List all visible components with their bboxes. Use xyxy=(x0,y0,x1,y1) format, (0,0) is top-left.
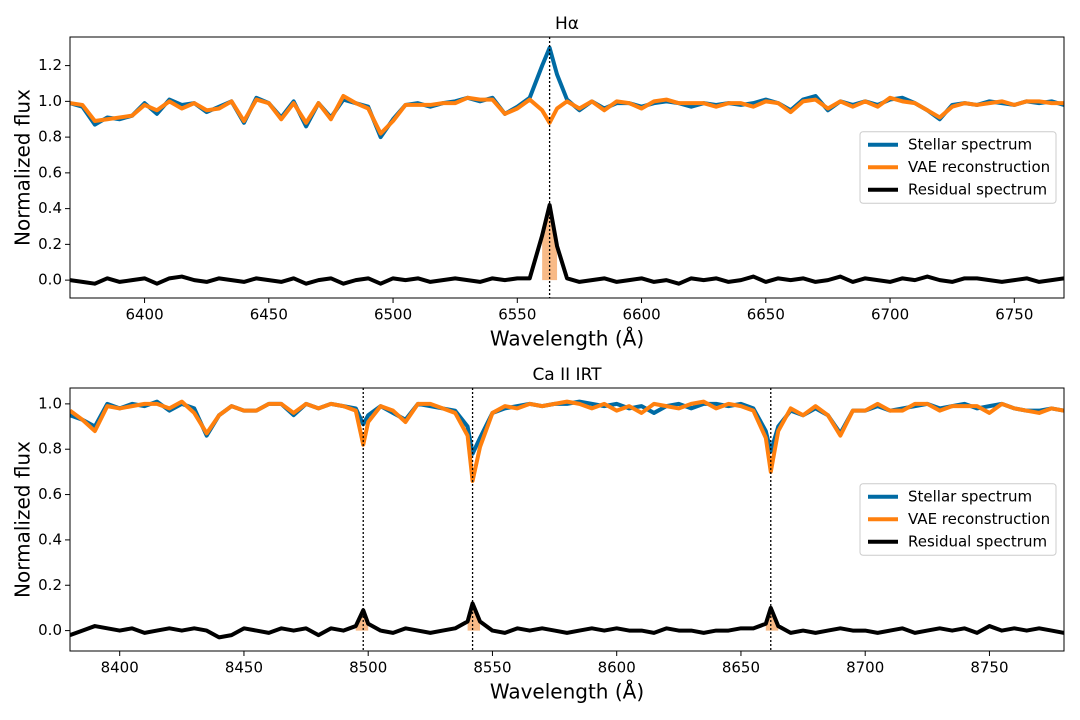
y-axis-label: Normalized flux xyxy=(11,89,35,246)
y-tick-label: 1.0 xyxy=(38,394,62,412)
legend-label: VAE reconstruction xyxy=(908,510,1050,528)
legend-box xyxy=(859,131,1057,204)
legend-label: Stellar spectrum xyxy=(908,135,1032,153)
y-tick-label: 1.2 xyxy=(38,56,62,74)
x-axis-label: Wavelength (Å) xyxy=(490,327,644,351)
series-line xyxy=(70,399,1064,483)
x-tick-label: 8750 xyxy=(970,659,1008,677)
x-tick-label: 6550 xyxy=(498,306,536,324)
x-tick-label: 6500 xyxy=(374,306,412,324)
x-tick-label: 8450 xyxy=(225,659,263,677)
series-line xyxy=(70,45,1064,140)
y-tick-label: 0.6 xyxy=(38,485,62,503)
y-tick-label: 1.0 xyxy=(38,92,62,110)
y-tick-label: 0.6 xyxy=(38,163,62,181)
legend-label: Residual spectrum xyxy=(908,180,1047,198)
plot-area xyxy=(70,388,1064,651)
legend-box xyxy=(859,483,1057,556)
x-tick-label: 6650 xyxy=(747,306,785,324)
x-tick-label: 8500 xyxy=(349,659,387,677)
legend-label: Residual spectrum xyxy=(908,532,1047,550)
series-line xyxy=(70,399,1064,456)
y-tick-label: 0.8 xyxy=(38,440,62,458)
y-tick-label: 0.8 xyxy=(38,128,62,146)
y-tick-label: 0.2 xyxy=(38,235,62,253)
x-tick-label: 6750 xyxy=(995,306,1033,324)
legend-label: VAE reconstruction xyxy=(908,158,1050,176)
x-tick-label: 8400 xyxy=(101,659,139,677)
chart-title: Ca II IRT xyxy=(532,365,602,385)
y-tick-label: 0.4 xyxy=(38,530,62,548)
series-line xyxy=(70,601,1064,640)
x-tick-label: 6450 xyxy=(250,306,288,324)
chart-title: Hα xyxy=(555,14,579,34)
x-tick-label: 6700 xyxy=(871,306,909,324)
x-axis-label: Wavelength (Å) xyxy=(490,680,644,704)
axes-frame xyxy=(69,387,1065,652)
residual-fill xyxy=(467,603,481,631)
plot-area xyxy=(70,37,1064,298)
x-tick-label: 8650 xyxy=(722,659,760,677)
x-tick-label: 8550 xyxy=(473,659,511,677)
x-tick-label: 8600 xyxy=(598,659,636,677)
y-tick-label: 0.0 xyxy=(38,271,62,289)
x-tick-label: 6400 xyxy=(125,306,163,324)
y-tick-label: 0.0 xyxy=(38,621,62,639)
y-tick-label: 0.2 xyxy=(38,576,62,594)
residual-fill xyxy=(765,607,779,631)
series-line xyxy=(70,203,1064,286)
axes-frame xyxy=(69,36,1065,299)
x-tick-label: 8700 xyxy=(846,659,884,677)
y-axis-label: Normalized flux xyxy=(11,441,35,598)
series-line xyxy=(70,93,1064,136)
x-tick-label: 6600 xyxy=(622,306,660,324)
legend-label: Stellar spectrum xyxy=(908,487,1032,505)
y-tick-label: 0.4 xyxy=(38,199,62,217)
